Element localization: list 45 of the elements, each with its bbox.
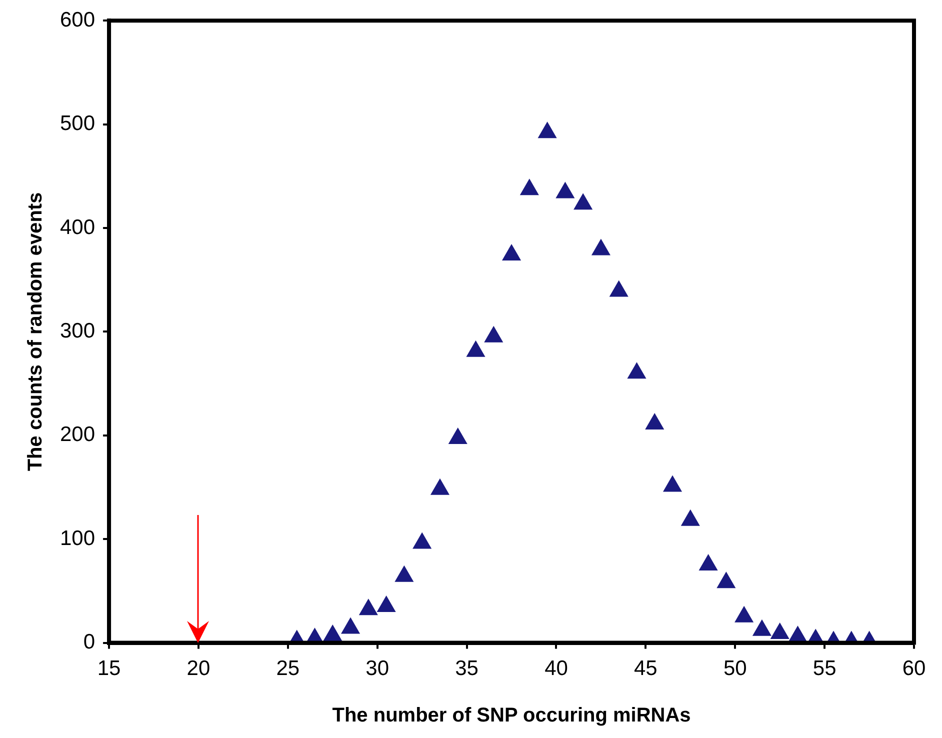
y-tick-label: 300	[60, 319, 96, 342]
x-tick-label: 35	[455, 657, 478, 680]
point	[628, 362, 646, 379]
point	[341, 618, 360, 634]
point	[645, 413, 664, 430]
x-tick-label: 25	[276, 657, 300, 680]
point	[752, 620, 772, 636]
point	[395, 566, 414, 582]
point	[466, 340, 485, 357]
point	[681, 510, 700, 526]
point	[610, 280, 628, 297]
y-tick-label: 500	[60, 112, 96, 136]
point	[734, 606, 754, 622]
y-tick-label: 400	[60, 216, 96, 239]
y-tick-label: 200	[60, 423, 96, 446]
point	[412, 532, 432, 549]
x-tick-label: 15	[97, 657, 121, 680]
x-tick-label: 50	[723, 657, 747, 680]
point	[323, 625, 342, 642]
point	[377, 596, 396, 612]
x-axis-title: The number of SNP occuring miRNAs	[332, 704, 691, 727]
point	[770, 622, 789, 639]
x-tick-label: 60	[902, 657, 926, 680]
point	[556, 182, 574, 198]
point	[430, 478, 450, 495]
point	[520, 179, 539, 196]
point	[699, 554, 718, 571]
x-tick-label: 30	[366, 657, 390, 680]
x-tick-label: 55	[812, 657, 836, 680]
point	[717, 572, 736, 588]
y-axis-title: The counts of random events	[24, 192, 47, 472]
y-tick-label: 0	[83, 630, 96, 654]
point	[484, 326, 503, 342]
point	[663, 476, 682, 492]
x-tick-label: 40	[544, 657, 568, 680]
point	[502, 244, 521, 260]
point	[448, 428, 468, 444]
point	[359, 599, 378, 616]
point	[592, 239, 610, 256]
point	[574, 194, 592, 210]
x-tick-label: 45	[634, 657, 658, 680]
y-tick-label: 600	[60, 8, 96, 32]
y-tick-label: 100	[60, 526, 96, 550]
point	[538, 122, 556, 138]
x-tick-label: 20	[186, 657, 210, 680]
